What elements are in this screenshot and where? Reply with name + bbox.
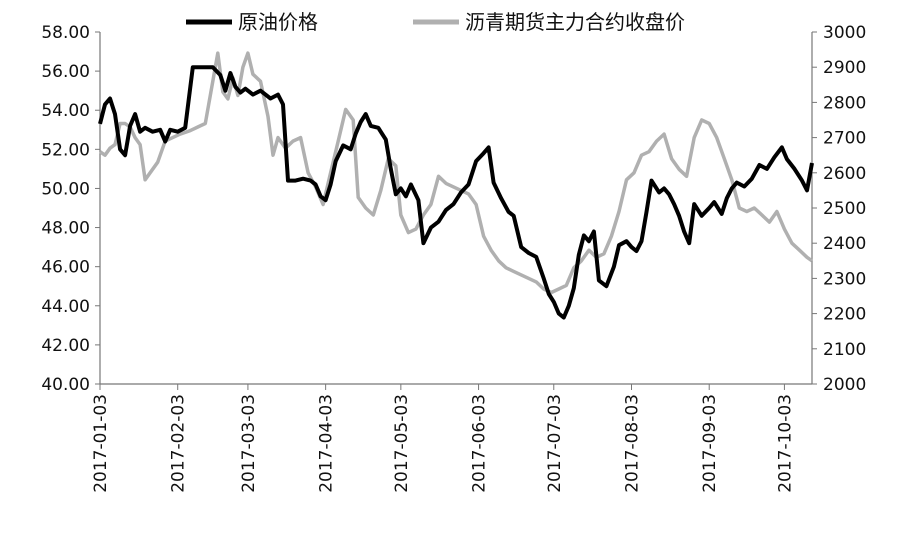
x-tick-label: 2017-03-03 — [239, 394, 259, 493]
left-tick-label: 42.00 — [41, 336, 90, 356]
left-tick-label: 46.00 — [41, 258, 90, 278]
left-tick-label: 56.00 — [41, 62, 90, 82]
left-tick-label: 52.00 — [41, 140, 90, 160]
right-tick-label: 2400 — [823, 234, 866, 254]
right-tick-label: 2800 — [823, 93, 866, 113]
x-tick-label: 2017-09-03 — [700, 394, 720, 493]
left-tick-label: 58.00 — [41, 23, 90, 43]
right-tick-label: 2700 — [823, 129, 866, 149]
x-tick-label: 2017-02-03 — [169, 394, 189, 493]
legend-label-crude-oil: 原油价格 — [238, 10, 318, 34]
left-tick-label: 54.00 — [41, 101, 90, 121]
x-tick-label: 2017-06-03 — [470, 394, 490, 493]
right-tick-label: 2000 — [823, 375, 866, 395]
right-tick-label: 2100 — [823, 340, 866, 360]
series-line-asphalt-futures — [98, 51, 814, 295]
x-tick-label: 2017-04-03 — [317, 394, 337, 493]
x-tick-label: 2017-05-03 — [392, 394, 412, 493]
x-tick-label: 2017-01-03 — [91, 394, 111, 493]
x-tick-label: 2017-07-03 — [545, 394, 565, 493]
x-tick-label: 2017-10-03 — [775, 394, 795, 493]
left-tick-label: 48.00 — [41, 219, 90, 239]
right-tick-label: 2600 — [823, 164, 866, 184]
right-tick-label: 2500 — [823, 199, 866, 219]
legend: 原油价格 沥青期货主力合约收盘价 — [186, 10, 685, 34]
series-layer — [98, 51, 814, 320]
right-tick-label: 2200 — [823, 305, 866, 325]
right-tick-label: 3000 — [823, 23, 866, 43]
left-tick-label: 50.00 — [41, 179, 90, 199]
left-tick-label: 40.00 — [41, 375, 90, 395]
axes: 40.00 42.00 44.00 46.00 48.00 50.00 52.00 54.00… — [41, 23, 866, 493]
right-tick-label: 2300 — [823, 269, 866, 289]
series-line-crude-oil — [98, 65, 814, 320]
x-tick-label: 2017-08-03 — [622, 394, 642, 493]
legend-label-asphalt-futures: 沥青期货主力合约收盘价 — [465, 10, 685, 34]
right-tick-label: 2900 — [823, 58, 866, 78]
left-tick-label: 44.00 — [41, 297, 90, 317]
